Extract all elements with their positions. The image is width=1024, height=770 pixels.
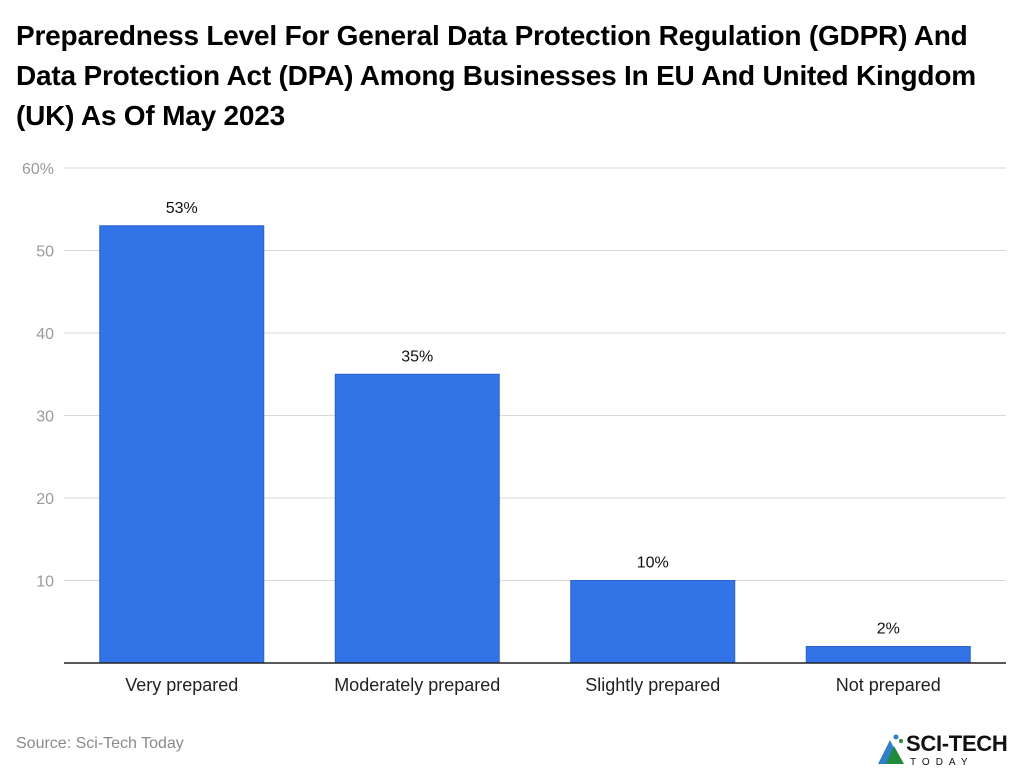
chart-title: Preparedness Level For General Data Prot… (16, 20, 976, 131)
bar (99, 225, 265, 664)
logo-text: SCI-TECH (906, 731, 1008, 756)
bar (805, 646, 971, 664)
x-tick-label: Very prepared (125, 675, 238, 695)
source-note: Source: Sci-Tech Today (16, 735, 184, 752)
bar (570, 580, 736, 664)
bar (334, 373, 500, 664)
y-tick-label: 10 (36, 574, 54, 591)
y-tick-label: 60% (22, 161, 54, 178)
y-tick-label: 20 (36, 491, 54, 508)
data-label: 2% (877, 621, 900, 638)
x-tick-label: Slightly prepared (585, 675, 720, 695)
logo-subtext: TODAY (910, 757, 974, 768)
data-label: 35% (401, 348, 433, 365)
y-tick-label: 30 (36, 409, 54, 426)
data-label: 53% (166, 200, 198, 217)
data-label: 10% (637, 555, 669, 572)
y-tick-label: 50 (36, 244, 54, 261)
y-tick-label: 40 (36, 326, 54, 343)
sci-tech-today-logo: SCI-TECH TODAY (876, 732, 1022, 770)
x-tick-label: Not prepared (836, 675, 941, 695)
logo-mark-icon (878, 734, 904, 764)
x-tick-label: Moderately prepared (334, 675, 500, 695)
